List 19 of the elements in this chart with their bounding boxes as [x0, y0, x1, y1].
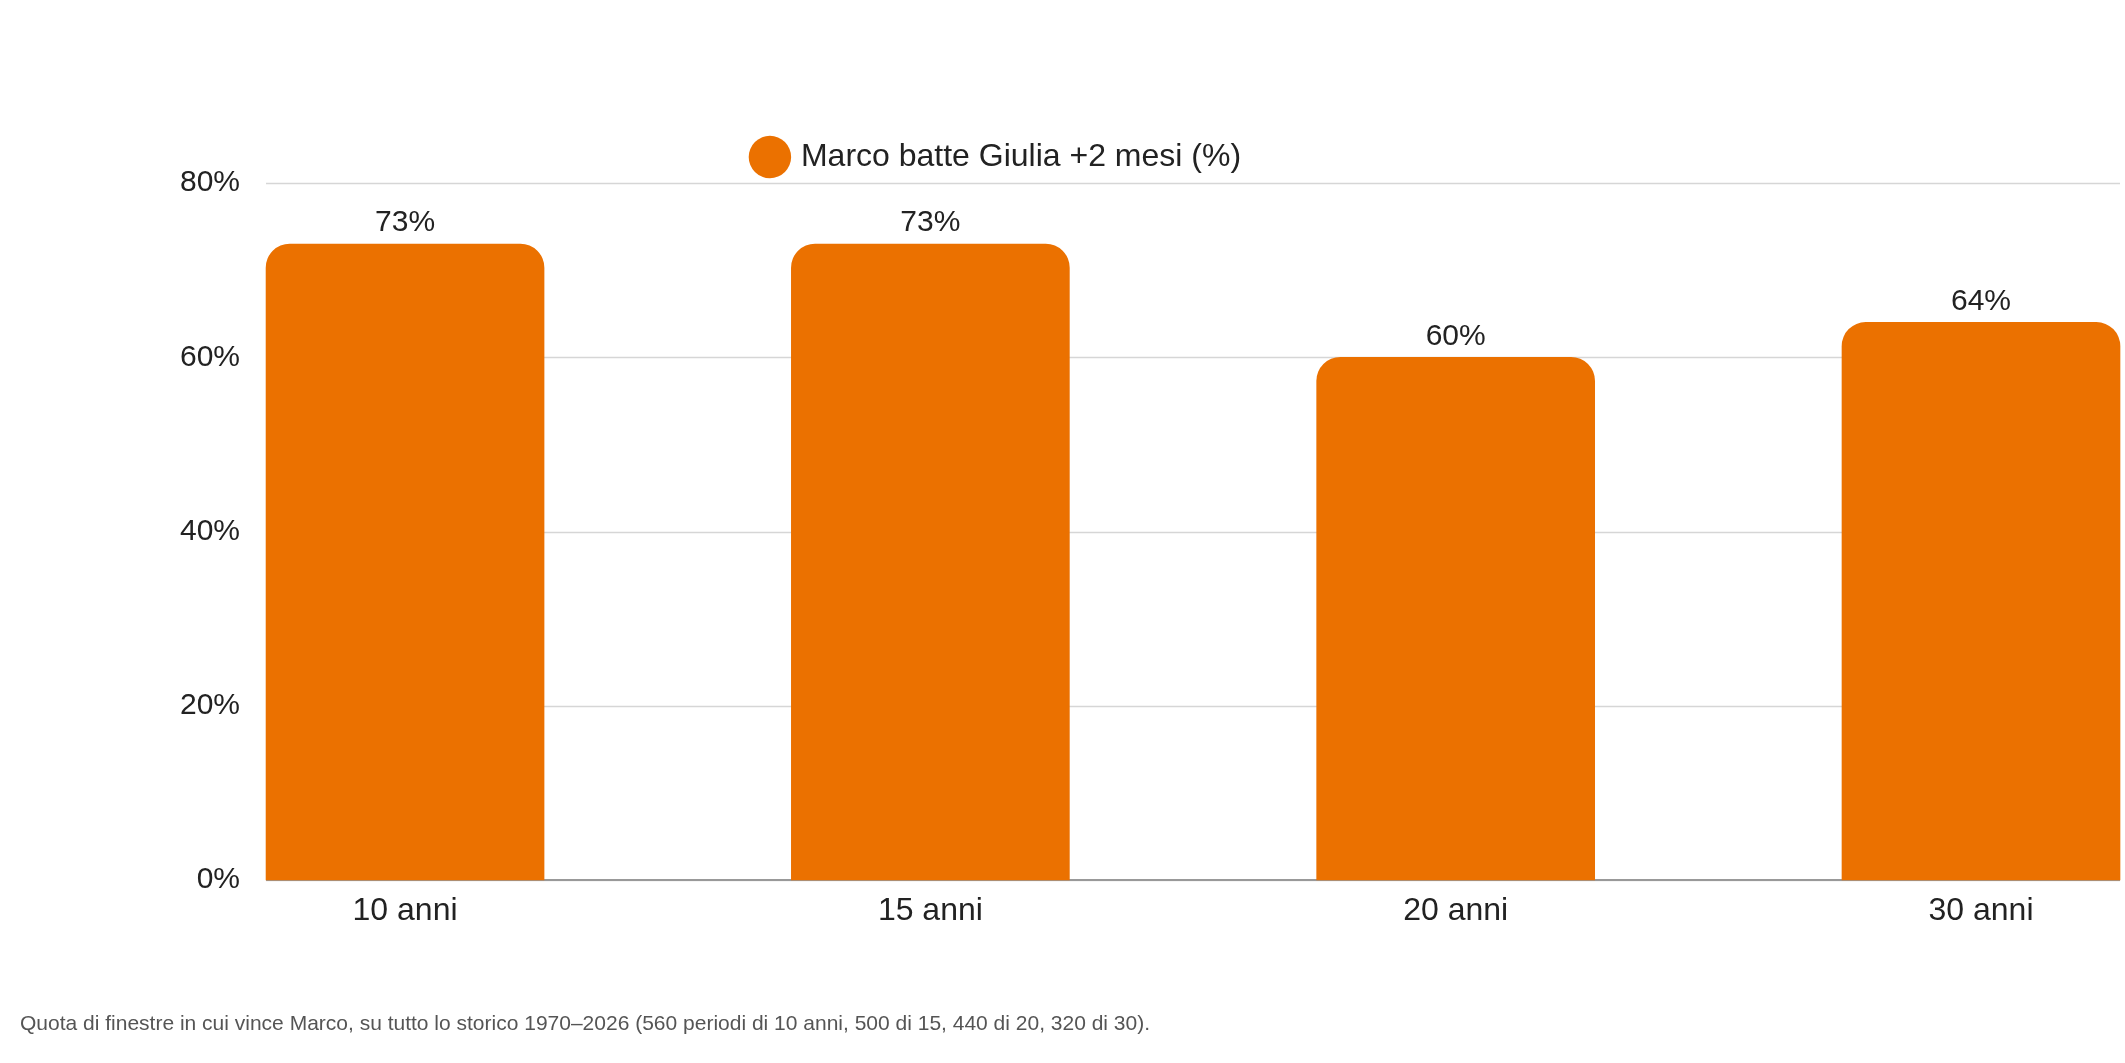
data-label: 64%: [1950, 282, 2012, 316]
bar: [265, 243, 545, 881]
bar: [1316, 356, 1596, 881]
legend-label: Marco batte Giulia +2 mesi (%): [800, 136, 1242, 173]
x-tick-label: 30 anni: [1928, 891, 2034, 928]
y-tick-label: 80%: [180, 164, 241, 198]
bar: [791, 243, 1070, 881]
y-tick-label: 40%: [180, 512, 241, 546]
data-label: 60%: [1425, 317, 1486, 351]
text: Quota di finestre in cui vince Marco, su tutto lo storico 1970–2026 (560 periodi di 10 anni, 500 di 15, 440 di 20, 320 di 30).: [20, 1011, 1151, 1034]
x-tick-label: 10 anni: [352, 891, 458, 928]
y-tick-label: 0%: [196, 861, 241, 895]
y-tick-label: 60%: [180, 338, 241, 372]
bar: [1841, 322, 2121, 881]
y-tick-label: 20%: [180, 687, 241, 721]
data-label: 73%: [375, 204, 436, 238]
data-label: 73%: [900, 204, 961, 238]
x-tick-label: 15 anni: [877, 891, 983, 928]
x-tick-label: 20 anni: [1403, 891, 1509, 928]
